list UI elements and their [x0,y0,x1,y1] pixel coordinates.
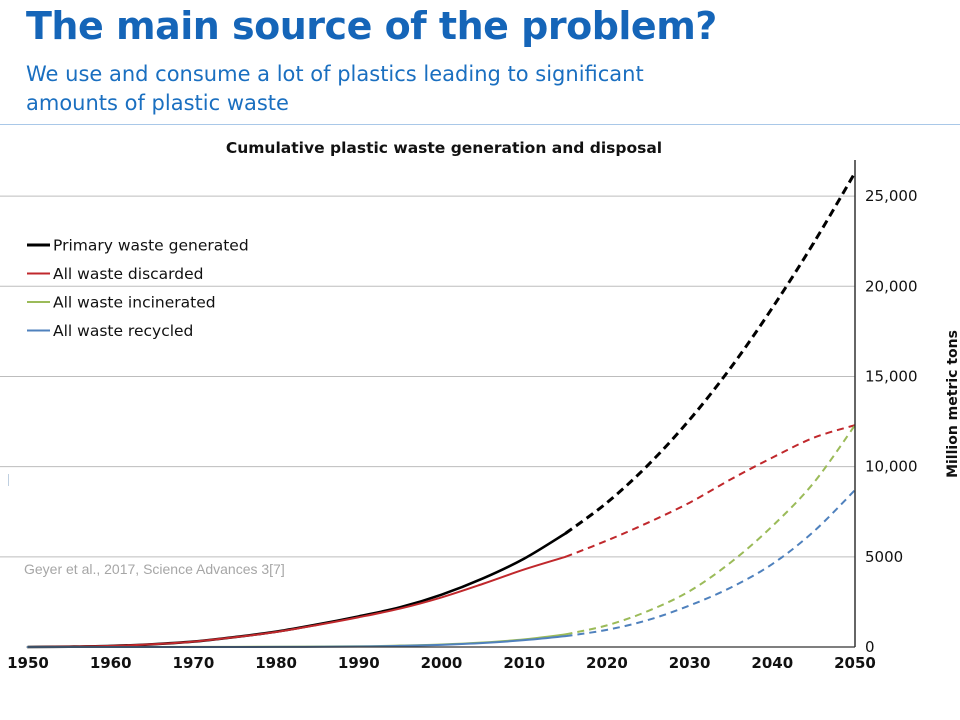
series-line-all-waste-recycled-projected [565,489,856,638]
series-lines [26,171,857,649]
series-line-primary-waste-generated-projected [564,171,857,535]
series-line-all-waste-incinerated-projected [565,424,856,636]
x-tick-label: 2030 [669,654,711,672]
y-tick-label: 20,000 [865,277,918,295]
legend-label: Primary waste generated [53,237,249,255]
series-line-all-waste-discarded-observed [27,555,567,648]
legend-label: All waste recycled [53,322,193,340]
series-line-all-waste-discarded-projected [565,424,856,558]
y-tick-label: 0 [865,638,875,656]
x-tick-label: 1990 [338,654,380,672]
legend-label: All waste incinerated [53,294,216,312]
x-tick-labels: 1950 1960 1970 1980 1990 2000 2010 2020 2030 2040… [7,654,876,672]
x-tick-label: 2020 [586,654,628,672]
slide-subtitle: We use and consume a lot of plastics lea… [26,62,644,115]
chart-title: Cumulative plastic waste generation and … [226,139,662,157]
slide-title: The main source of the problem? [26,4,717,48]
x-tick-label: 1950 [7,654,49,672]
legend-label: All waste discarded [53,265,204,283]
x-tick-label: 1960 [90,654,132,672]
margin-mark [8,474,9,486]
y-tick-label: 15,000 [865,367,918,385]
x-tick-label: 2000 [421,654,463,672]
y-tick-label: 25,000 [865,187,918,205]
y-tick-label: 10,000 [865,458,918,476]
x-tick-label: 2010 [503,654,545,672]
legend: Primary waste generated All waste discard… [27,237,249,340]
x-tick-label: 1970 [173,654,215,672]
x-tick-label: 1980 [255,654,297,672]
x-tick-label: 2050 [834,654,876,672]
header-divider [0,124,960,125]
y-tick-labels: 0 5000 10,000 15,000 20,000 25,000 [865,187,918,656]
y-tick-label: 5000 [865,548,903,566]
y-axis-label: Million metric tons [945,330,960,478]
source-citation: Geyer et al., 2017, Science Advances 3[7… [24,561,285,577]
x-tick-label: 2040 [751,654,793,672]
gridlines [0,195,855,558]
series-line-primary-waste-generated-observed [26,532,567,649]
